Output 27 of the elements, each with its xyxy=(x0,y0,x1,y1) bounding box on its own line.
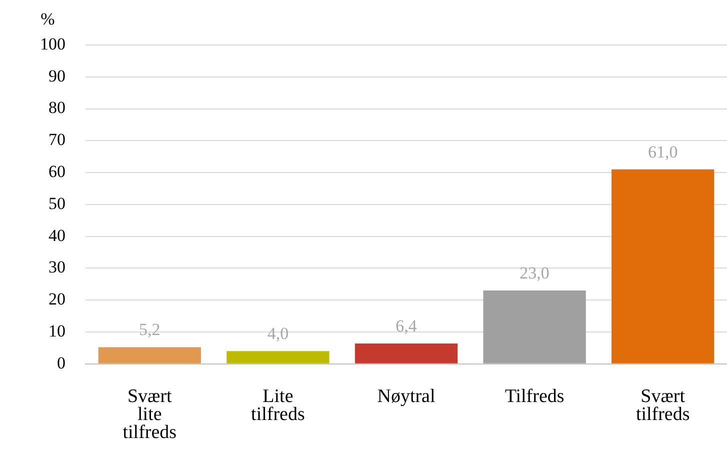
bar xyxy=(483,290,586,364)
bar xyxy=(98,347,201,364)
y-tick-label: 60 xyxy=(48,162,66,182)
y-tick-label: 0 xyxy=(57,353,66,372)
y-tick-label: 100 xyxy=(40,34,66,54)
bar xyxy=(612,169,714,364)
y-tick-label: 90 xyxy=(48,66,66,86)
y-tick-label: 50 xyxy=(48,194,66,213)
y-tick-label: 80 xyxy=(48,98,66,118)
data-label: 61,0 xyxy=(648,142,678,162)
y-tick-label: 10 xyxy=(48,321,66,340)
y-tick-label: 30 xyxy=(48,258,66,277)
data-label: 4,0 xyxy=(267,324,289,344)
data-label: 23,0 xyxy=(520,263,550,282)
data-label: 5,2 xyxy=(139,320,160,340)
x-tick-label: Lite tilfreds xyxy=(251,386,305,425)
x-tick-label: Nøytral xyxy=(377,386,436,407)
bar xyxy=(226,351,330,364)
x-tick-label: Svært lite tilfreds xyxy=(122,386,177,443)
y-tick-label: 20 xyxy=(48,290,66,309)
x-tick-label: Svært tilfreds xyxy=(636,386,690,425)
x-tick-label: Tilfreds xyxy=(504,386,564,407)
y-axis-title: % xyxy=(40,9,55,28)
data-label: 6,4 xyxy=(396,316,418,336)
y-tick-label: 40 xyxy=(48,226,66,245)
bar xyxy=(354,343,458,364)
y-tick-label: 70 xyxy=(48,130,66,150)
